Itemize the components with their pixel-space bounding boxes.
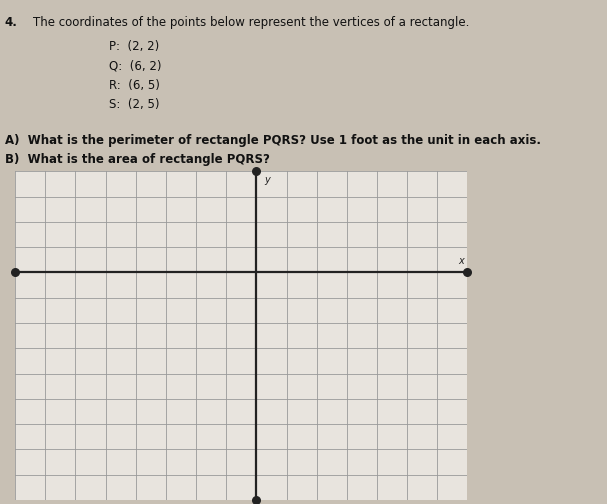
Text: x: x — [459, 256, 464, 266]
Point — [251, 496, 261, 504]
Text: Q:  (6, 2): Q: (6, 2) — [109, 59, 161, 73]
Point — [10, 269, 20, 277]
Text: P:  (2, 2): P: (2, 2) — [109, 40, 160, 53]
Point — [251, 167, 261, 175]
Text: The coordinates of the points below represent the vertices of a rectangle.: The coordinates of the points below repr… — [33, 16, 470, 29]
Text: S:  (2, 5): S: (2, 5) — [109, 98, 160, 111]
Text: A)  What is the perimeter of rectangle PQRS? Use 1 foot as the unit in each axis: A) What is the perimeter of rectangle PQ… — [5, 134, 541, 147]
Point — [463, 269, 472, 277]
Text: 4.: 4. — [5, 16, 18, 29]
Text: y: y — [264, 175, 270, 185]
Text: R:  (6, 5): R: (6, 5) — [109, 79, 160, 92]
Text: B)  What is the area of rectangle PQRS?: B) What is the area of rectangle PQRS? — [5, 153, 270, 166]
